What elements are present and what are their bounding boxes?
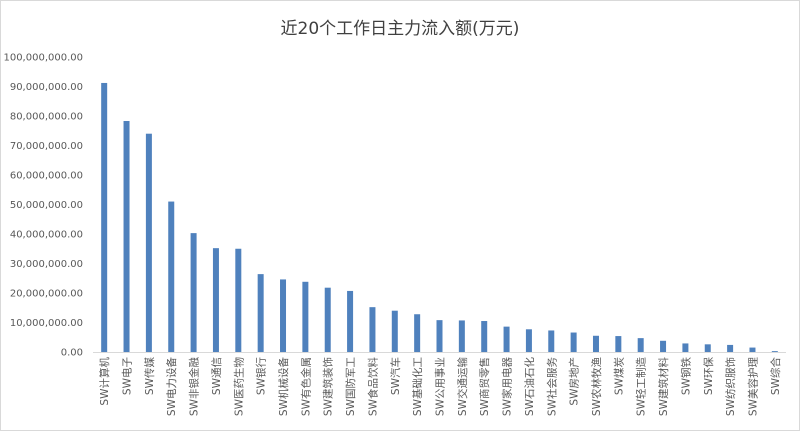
x-tick-label: SW基础化工 [411,357,424,416]
y-tick-label: 10,000,000.00 [10,318,83,329]
x-tick-label: SW国防军工 [344,357,357,416]
bar [548,330,555,352]
bar [212,248,219,352]
bar [637,338,644,352]
y-tick-label: 50,000,000.00 [10,200,83,211]
bar [347,290,354,352]
bar [525,329,532,352]
y-axis: 0.00 10,000,000.00 20,000,000.00 30,000,000… [3,53,83,359]
x-tick-label: SW银行 [255,357,268,396]
y-tick-label: 40,000,000.00 [10,230,83,241]
x-tick-label: SW交通运输 [456,357,469,417]
bar [123,121,130,352]
bar [660,340,667,352]
bar [615,336,622,352]
x-tick-label: SW农林牧渔 [590,357,603,416]
x-tick-label: SW汽车 [389,357,402,395]
bar [324,287,331,352]
y-tick-label: 90,000,000.00 [10,82,83,93]
bar [436,320,443,352]
bar [101,82,108,353]
bar [145,133,152,352]
bar [592,335,599,352]
x-tick-label: SW传媒 [143,357,156,396]
bar [280,279,287,352]
x-tick-label: SW家用电器 [501,357,514,417]
x-tick-label: SW机械设备 [277,357,290,417]
bar [682,343,689,352]
bar [168,201,175,352]
x-tick-label: SW美容护理 [746,357,759,417]
bar [481,321,488,352]
bar [570,332,577,352]
y-tick-label: 70,000,000.00 [10,141,83,152]
y-tick-label: 30,000,000.00 [10,259,83,270]
x-tick-label: SW商贸零售 [478,357,491,416]
bar [190,233,197,352]
bar [391,310,398,352]
x-tick-label: SW石油石化 [523,357,536,417]
x-tick-label: SW社会服务 [545,357,558,417]
bar [704,344,711,352]
x-tick-label: SW建筑材料 [657,357,670,417]
x-tick-label: SW公用事业 [434,357,447,416]
x-tick-label: SW电力设备 [165,357,178,417]
x-tick-label: SW通信 [211,357,223,395]
x-tick-label: SW非银金融 [188,357,201,417]
y-tick-label: 20,000,000.00 [10,289,83,300]
x-tick-label: SW环保 [702,357,715,396]
x-tick-label: SW房地产 [568,357,581,406]
bar [771,351,778,352]
x-tick-label: SW钢铁 [679,357,692,396]
x-tick-label: SW电子 [121,357,134,395]
x-tick-label: SW建筑装饰 [322,357,335,416]
bar [503,326,510,352]
x-tick-label: SW综合 [769,357,782,396]
x-tick-label: SW煤炭 [612,357,625,396]
x-tick-label: SW计算机 [98,357,111,406]
bar [257,274,264,352]
y-tick-label: 60,000,000.00 [10,171,83,182]
y-tick-label: 100,000,000.00 [3,53,83,64]
bar [235,248,242,352]
y-tick-label: 0.00 [61,348,83,359]
x-tick-label: SW食品饮料 [366,357,379,417]
bar [458,320,465,352]
x-axis: SW计算机 SW电子 SW传媒 SW电力设备 SW非银金融 SW通信 SW医药生物 SW银行 S… [93,352,786,417]
bar [302,281,309,352]
x-tick-label: SW有色金属 [299,357,312,416]
bar [414,314,421,352]
bar [369,307,376,352]
x-tick-label: SW医药生物 [232,357,245,416]
y-tick-label: 80,000,000.00 [10,112,83,123]
bar [727,344,734,352]
bar [749,347,756,352]
bars [101,82,778,353]
chart-title: 近20个工作日主力流入额(万元) [280,19,520,39]
x-tick-label: SW轻工制造 [635,357,648,417]
x-tick-label: SW纺织服饰 [724,357,737,416]
